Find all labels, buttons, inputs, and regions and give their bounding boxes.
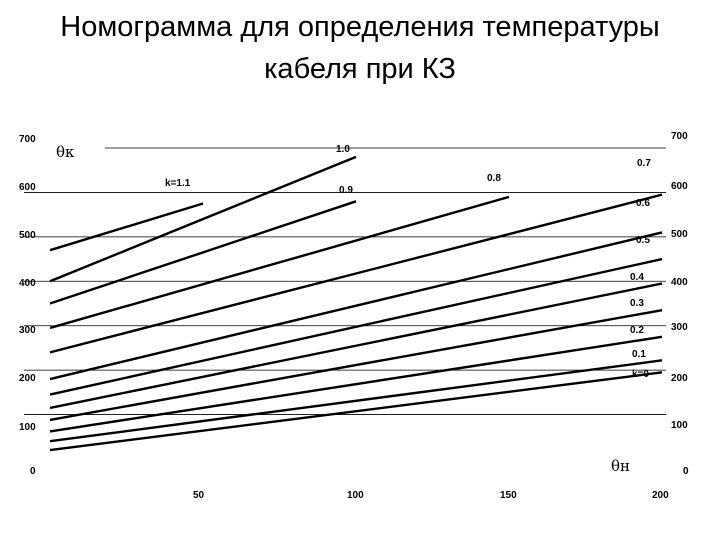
series-line-10 [49,155,357,283]
y-tick-left-700: 700 [19,134,36,145]
series-labels: k=0 0.1 0.2 0.3 0.4 0.5 0.6 0.7 0.8 0.9 1.0 k=1.1 [165,144,651,380]
axis-ticks: 0 100 200 300 400 500 600 700 0 100 200 300 400 500 60… [19,131,689,501]
y-tick-right-400: 400 [671,277,688,288]
x-tick-100: 100 [347,490,364,501]
x-tick-150: 150 [500,490,517,501]
series-lines [49,155,663,452]
y-tick-left-100: 100 [19,422,36,433]
chart-title-line2: кабеля при КЗ [264,53,456,85]
y-tick-right-100: 100 [671,420,688,431]
series-line-11 [49,202,204,252]
x-tick-50: 50 [193,490,205,501]
series-label-6: 0.6 [636,198,650,209]
series-line-9 [49,200,357,305]
y-tick-right-700: 700 [671,131,688,142]
chart-title-line1: Номограмма для определения температуры [60,11,660,43]
series-label-3: 0.3 [630,298,644,309]
series-line-2 [49,335,663,433]
y-tick-right-0: 0 [683,466,689,477]
series-label-0: k=0 [632,369,649,380]
y-tick-left-300: 300 [19,325,36,336]
series-line-7 [49,193,663,354]
series-line-8 [49,195,510,330]
series-label-10: 1.0 [336,144,350,155]
series-label-9: 0.9 [339,185,353,196]
y-tick-right-300: 300 [671,322,688,333]
series-label-7: 0.7 [637,158,651,169]
series-line-1 [49,359,663,443]
series-label-5: 0.5 [636,235,650,246]
series-label-8: 0.8 [487,173,501,184]
series-label-4: 0.4 [630,272,644,283]
y-tick-right-200: 200 [671,373,688,384]
x-tick-200: 200 [652,490,669,501]
series-line-4 [49,282,663,410]
series-label-2: 0.2 [630,325,644,336]
y-tick-left-500: 500 [19,230,36,241]
y-tick-right-500: 500 [671,229,688,240]
y-axis-label: θк [56,143,75,161]
series-line-5 [49,257,663,396]
series-label-1: 0.1 [632,349,646,360]
series-line-0 [49,371,663,452]
series-label-11: k=1.1 [165,178,191,189]
series-line-6 [49,231,663,381]
y-tick-left-200: 200 [19,373,36,384]
y-tick-left-400: 400 [19,278,36,289]
y-tick-left-600: 600 [19,182,36,193]
chart-title: Номограмма для определения температуры к… [0,6,720,90]
y-tick-left-0: 0 [30,466,36,477]
x-axis-label: θн [611,457,630,475]
series-line-3 [49,308,663,422]
y-tick-right-600: 600 [671,181,688,192]
